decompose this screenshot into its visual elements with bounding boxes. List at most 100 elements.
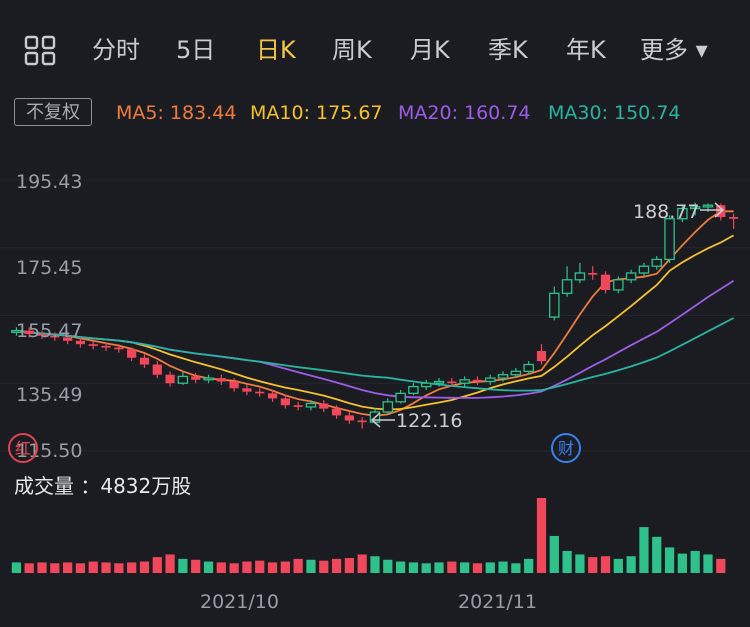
candle-body xyxy=(88,344,98,346)
candle xyxy=(127,347,137,362)
candle xyxy=(433,378,445,387)
candle-body xyxy=(459,379,470,384)
max-price-label: 188.77 xyxy=(633,201,699,223)
candle-body xyxy=(165,374,175,384)
candle xyxy=(255,388,265,397)
candle-body xyxy=(408,385,419,395)
y-tick-label: 175.45 xyxy=(16,257,82,279)
volume-bar xyxy=(421,563,431,573)
volume-bar xyxy=(114,563,124,573)
candle-body xyxy=(139,357,150,365)
candle xyxy=(588,266,598,280)
red-dividend-badge[interactable]: 红 xyxy=(8,433,38,463)
candle xyxy=(305,400,317,411)
candle xyxy=(165,371,175,387)
tab-daily-k[interactable]: 日K xyxy=(256,36,296,64)
grid-icon[interactable] xyxy=(24,34,56,66)
ma-legend: 不复权 MA5: 183.44 MA10: 175.67 MA20: 160.7… xyxy=(0,96,750,132)
x-tick-label: 2021/10 xyxy=(200,591,279,613)
volume-bar xyxy=(485,562,495,573)
volume-bar xyxy=(127,562,137,573)
volume-bar xyxy=(165,554,175,573)
tab-more[interactable]: 更多 ▾ xyxy=(640,36,708,64)
volume-bar xyxy=(626,556,636,573)
candle-body xyxy=(127,349,137,358)
tab-quarterly-k[interactable]: 季K xyxy=(488,36,528,64)
y-tick-label: 155.47 xyxy=(16,320,82,342)
tab-yearly-k[interactable]: 年K xyxy=(566,36,606,64)
volume-bar xyxy=(216,562,226,573)
ma30-value: MA30: 150.74 xyxy=(548,102,681,124)
tab-weekly-k[interactable]: 周K xyxy=(332,36,372,64)
volume-bar xyxy=(511,563,521,573)
ma5-line xyxy=(16,210,734,417)
volume-bar xyxy=(344,558,354,573)
candle xyxy=(600,271,611,294)
candle xyxy=(319,400,329,413)
candle xyxy=(267,389,278,402)
tab-5day[interactable]: 5日 xyxy=(176,36,216,64)
volume-bar xyxy=(383,559,393,573)
volume-bar xyxy=(37,562,47,573)
candle xyxy=(523,361,534,375)
candle xyxy=(75,337,86,348)
min-arrow-icon xyxy=(370,412,395,428)
volume-bar xyxy=(191,559,201,573)
volume-bar xyxy=(498,561,508,573)
candle xyxy=(536,344,547,365)
candle xyxy=(561,266,573,297)
candle xyxy=(510,367,522,379)
volume-bar xyxy=(11,562,22,573)
tab-fenshi[interactable]: 分时 xyxy=(92,36,140,64)
candle xyxy=(651,256,663,270)
candle xyxy=(293,401,303,411)
candle-body xyxy=(203,377,214,381)
candle-body xyxy=(510,370,522,376)
candle xyxy=(63,334,73,345)
volume-bar xyxy=(613,558,623,573)
volume-bar xyxy=(524,558,534,573)
candle-body xyxy=(497,374,509,379)
volume-bar xyxy=(549,535,559,573)
candle xyxy=(420,379,432,390)
candle xyxy=(549,286,560,321)
candle xyxy=(689,202,701,216)
volume-bar xyxy=(690,550,700,573)
candle xyxy=(382,398,394,414)
candle xyxy=(344,412,354,424)
candle-body xyxy=(549,292,560,318)
candle-body xyxy=(472,379,483,382)
candle-body xyxy=(447,381,457,384)
candle xyxy=(625,269,637,284)
candle xyxy=(677,205,688,223)
candle-body xyxy=(63,337,73,341)
candle-body xyxy=(191,376,201,380)
candle xyxy=(11,327,22,336)
candle xyxy=(395,389,406,404)
volume-bar xyxy=(588,557,598,573)
ma5-value: MA5: 183.44 xyxy=(116,102,237,124)
candle xyxy=(408,383,419,396)
volume-bar xyxy=(600,556,611,573)
ma30-line xyxy=(16,317,735,392)
earnings-badge[interactable]: 财 xyxy=(551,433,581,463)
candle-body xyxy=(75,340,86,345)
candle-body xyxy=(588,273,598,275)
volume-bar xyxy=(447,561,457,573)
candle-body xyxy=(574,272,586,281)
candle-body xyxy=(255,391,265,394)
candle xyxy=(88,340,98,350)
volume-bar xyxy=(716,558,726,573)
volume-bar xyxy=(652,536,662,573)
candle xyxy=(574,262,586,284)
candle-body xyxy=(485,377,496,383)
tab-monthly-k[interactable]: 月K xyxy=(410,36,450,64)
candle xyxy=(216,374,226,385)
volume-bar xyxy=(306,559,316,573)
candle-body xyxy=(152,364,162,375)
volume-bar xyxy=(203,561,214,573)
candle xyxy=(447,378,457,387)
adjust-toggle-button[interactable]: 不复权 xyxy=(14,98,92,126)
volume-bar xyxy=(408,562,419,573)
